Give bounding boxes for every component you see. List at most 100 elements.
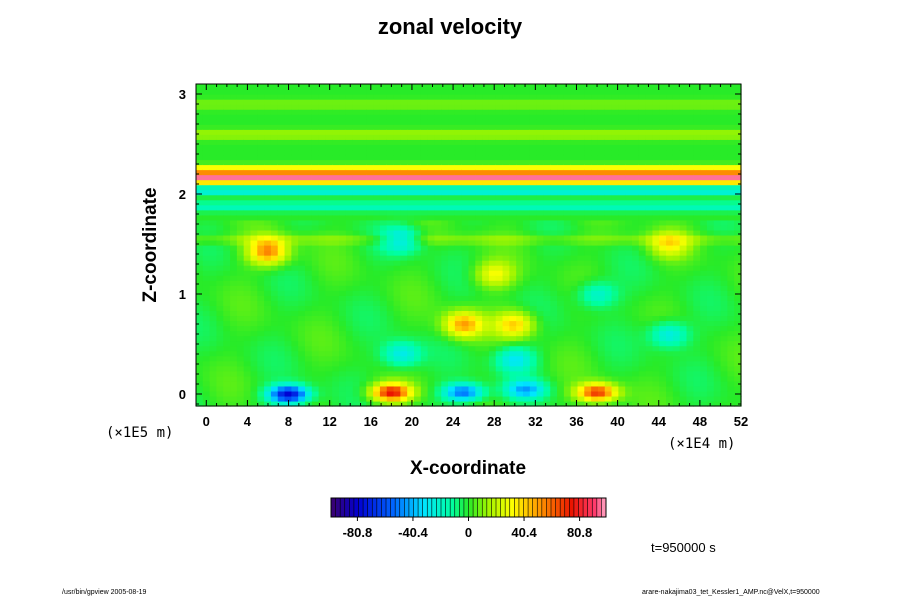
heatmap-cell <box>284 184 292 191</box>
heatmap-cell <box>563 89 572 95</box>
heatmap-cell <box>591 199 599 206</box>
heatmap-cell <box>230 385 238 392</box>
heatmap-cell <box>373 295 381 301</box>
heatmap-cell <box>625 204 633 211</box>
heatmap-cell <box>264 114 272 120</box>
heatmap-cell <box>345 154 354 161</box>
heatmap-cell <box>373 194 381 201</box>
heatmap-cell <box>305 300 313 306</box>
heatmap-cell <box>625 340 633 347</box>
heatmap-cell <box>591 144 599 151</box>
heatmap-cell <box>488 300 497 306</box>
heatmap-cell <box>713 400 722 407</box>
heatmap-cell <box>652 380 660 387</box>
heatmap-cell <box>502 305 510 312</box>
heatmap-cell <box>625 174 633 181</box>
heatmap-cell <box>427 234 436 241</box>
heatmap-cell <box>713 139 722 145</box>
heatmap-cell <box>727 390 735 397</box>
heatmap-cell <box>216 350 224 357</box>
heatmap-cell <box>236 355 245 362</box>
heatmap-cell <box>495 134 504 140</box>
heatmap-cell <box>196 290 204 296</box>
heatmap-cell <box>584 325 592 332</box>
heatmap-cell <box>461 245 470 251</box>
heatmap-cell <box>209 174 218 181</box>
heatmap-cell <box>461 395 470 402</box>
heatmap-cell <box>291 144 299 151</box>
heatmap-cell <box>597 194 606 201</box>
heatmap-cell <box>373 290 381 296</box>
heatmap-cell <box>250 119 258 125</box>
heatmap-cell <box>713 290 722 296</box>
heatmap-cell <box>434 164 442 171</box>
heatmap-cell <box>264 189 272 196</box>
heatmap-cell <box>223 184 231 191</box>
heatmap-cell <box>264 350 272 357</box>
heatmap-cell <box>209 330 218 337</box>
heatmap-cell <box>318 119 327 125</box>
heatmap-cell <box>230 315 238 322</box>
heatmap-cell <box>366 114 374 120</box>
heatmap-cell <box>700 219 708 226</box>
heatmap-cell <box>250 134 258 140</box>
heatmap-cell <box>618 134 626 140</box>
heatmap-cell <box>706 139 715 145</box>
heatmap-cell <box>352 214 361 221</box>
heatmap-cell <box>434 99 442 105</box>
heatmap-cell <box>638 219 647 226</box>
heatmap-cell <box>700 149 708 156</box>
heatmap-cell <box>250 174 258 181</box>
heatmap-cell <box>625 234 633 241</box>
heatmap-cell <box>672 310 681 317</box>
heatmap-cell <box>563 174 572 181</box>
heatmap-cell <box>597 320 606 327</box>
heatmap-cell <box>461 204 470 211</box>
heatmap-cell <box>570 280 579 286</box>
heatmap-cell <box>386 245 395 251</box>
heatmap-cell <box>652 255 660 261</box>
heatmap-cell <box>359 320 367 327</box>
heatmap-cell <box>345 310 354 317</box>
heatmap-cell <box>236 375 245 382</box>
heatmap-cell <box>339 114 347 120</box>
heatmap-cell <box>570 300 579 306</box>
heatmap-cell <box>543 350 551 357</box>
heatmap-cell <box>475 270 483 276</box>
heatmap-cell <box>666 169 674 176</box>
heatmap-cell <box>209 164 218 171</box>
heatmap-cell <box>597 395 606 402</box>
heatmap-cell <box>679 385 688 392</box>
heatmap-cell <box>393 224 401 231</box>
heatmap-cell <box>407 209 415 216</box>
heatmap-cell <box>679 270 688 276</box>
heatmap-cell <box>318 204 327 211</box>
heatmap-cell <box>393 325 401 332</box>
heatmap-cell <box>454 370 463 377</box>
heatmap-cell <box>311 204 320 211</box>
heatmap-cell <box>359 234 367 241</box>
heatmap-cell <box>720 275 728 281</box>
heatmap-cell <box>632 224 640 231</box>
heatmap-cell <box>243 340 252 347</box>
heatmap-cell <box>468 124 476 130</box>
heatmap-cell <box>250 214 258 221</box>
heatmap-cell <box>209 124 218 130</box>
heatmap-cell <box>386 385 395 392</box>
heatmap-cell <box>509 109 517 115</box>
heatmap-cell <box>516 124 524 130</box>
heatmap-cell <box>577 164 585 171</box>
heatmap-cell <box>672 139 681 145</box>
heatmap-cell <box>311 365 320 372</box>
heatmap-cell <box>502 355 510 362</box>
heatmap-cell <box>659 94 667 100</box>
heatmap-cell <box>672 189 681 196</box>
heatmap-cell <box>236 99 245 105</box>
heatmap-cell <box>366 84 374 90</box>
heatmap-cell <box>325 355 333 362</box>
heatmap-cell <box>632 219 640 226</box>
heatmap-cell <box>325 270 333 276</box>
heatmap-cell <box>454 310 463 317</box>
heatmap-cell <box>502 204 510 211</box>
heatmap-cell <box>393 164 401 171</box>
